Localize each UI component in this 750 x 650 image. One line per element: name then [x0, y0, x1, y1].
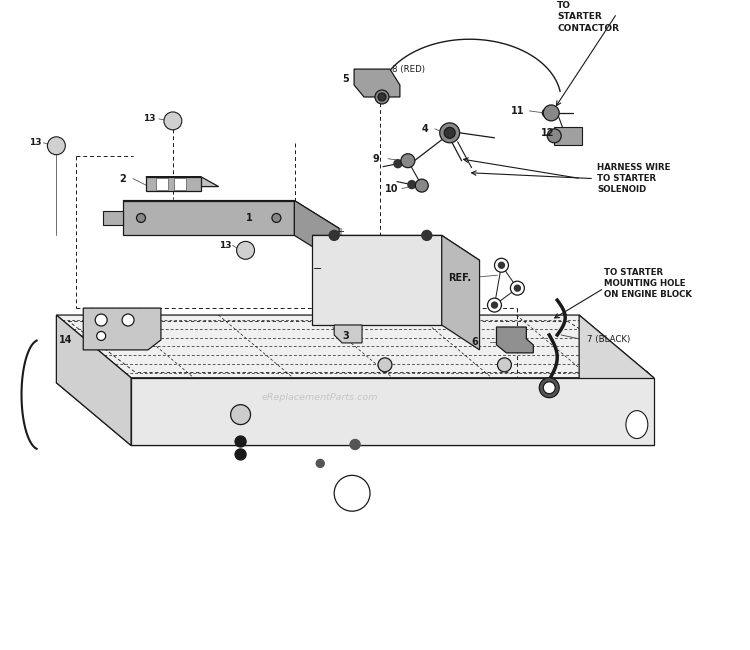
- Polygon shape: [146, 177, 201, 190]
- Circle shape: [497, 358, 512, 372]
- Polygon shape: [294, 201, 339, 263]
- Text: +: +: [336, 227, 344, 237]
- Text: 14: 14: [59, 335, 73, 345]
- Circle shape: [444, 127, 455, 138]
- Polygon shape: [312, 235, 479, 260]
- Text: eReplacementParts.com: eReplacementParts.com: [262, 393, 379, 402]
- Circle shape: [408, 181, 416, 188]
- Text: HARNESS WIRE
TO STARTER
SOLENOID: HARNESS WIRE TO STARTER SOLENOID: [597, 162, 670, 194]
- Circle shape: [97, 332, 106, 341]
- Circle shape: [236, 241, 254, 259]
- Polygon shape: [146, 177, 219, 187]
- Polygon shape: [56, 315, 131, 445]
- Ellipse shape: [626, 411, 648, 439]
- Circle shape: [235, 436, 246, 447]
- Circle shape: [488, 298, 502, 312]
- Circle shape: [416, 179, 428, 192]
- Circle shape: [95, 314, 107, 326]
- Text: 7 (BLACK): 7 (BLACK): [587, 335, 630, 345]
- Circle shape: [235, 449, 246, 460]
- Polygon shape: [554, 127, 582, 145]
- Polygon shape: [104, 211, 123, 225]
- Circle shape: [47, 136, 65, 155]
- Text: 1: 1: [245, 213, 252, 224]
- Circle shape: [514, 285, 520, 291]
- Polygon shape: [174, 177, 186, 190]
- Circle shape: [136, 213, 146, 222]
- Text: 13: 13: [219, 241, 231, 250]
- Circle shape: [122, 314, 134, 326]
- Circle shape: [494, 258, 508, 272]
- Polygon shape: [156, 177, 168, 190]
- Text: TO STARTER
MOUNTING HOLE
ON ENGINE BLOCK: TO STARTER MOUNTING HOLE ON ENGINE BLOCK: [604, 268, 692, 300]
- Text: 2: 2: [119, 174, 126, 184]
- Text: TO
STARTER
CONTACTOR: TO STARTER CONTACTOR: [557, 1, 620, 32]
- Polygon shape: [354, 69, 400, 97]
- Circle shape: [422, 230, 432, 240]
- Text: 10: 10: [385, 183, 398, 194]
- Circle shape: [440, 123, 460, 143]
- Text: 3: 3: [342, 331, 349, 341]
- Polygon shape: [56, 315, 654, 378]
- Text: −: −: [313, 265, 322, 274]
- Circle shape: [378, 93, 386, 101]
- Circle shape: [511, 281, 524, 295]
- Polygon shape: [496, 327, 533, 353]
- Circle shape: [539, 378, 560, 398]
- Text: 5: 5: [342, 74, 349, 84]
- Circle shape: [542, 109, 550, 117]
- Circle shape: [164, 112, 182, 130]
- Text: REF.: REF.: [448, 273, 471, 283]
- Circle shape: [334, 475, 370, 511]
- Circle shape: [378, 358, 392, 372]
- Circle shape: [316, 460, 324, 467]
- Polygon shape: [131, 378, 654, 445]
- Circle shape: [375, 90, 389, 104]
- Circle shape: [394, 160, 402, 168]
- Text: 12: 12: [542, 128, 555, 138]
- Text: 4: 4: [422, 124, 428, 134]
- Polygon shape: [123, 201, 339, 228]
- Polygon shape: [312, 235, 442, 325]
- Circle shape: [499, 262, 505, 268]
- Text: 13: 13: [143, 114, 155, 124]
- Text: 8 (RED): 8 (RED): [392, 64, 425, 73]
- Text: 9: 9: [372, 153, 379, 164]
- Circle shape: [350, 439, 360, 449]
- Text: 13: 13: [29, 138, 42, 148]
- Polygon shape: [123, 201, 294, 235]
- Circle shape: [548, 129, 561, 143]
- Polygon shape: [334, 325, 362, 343]
- Polygon shape: [442, 235, 479, 350]
- Circle shape: [272, 213, 281, 222]
- Polygon shape: [579, 315, 654, 445]
- Polygon shape: [83, 308, 161, 350]
- Circle shape: [329, 230, 339, 240]
- Circle shape: [543, 382, 555, 394]
- Text: 6: 6: [472, 337, 478, 347]
- Circle shape: [543, 105, 560, 121]
- Circle shape: [491, 302, 497, 308]
- Circle shape: [230, 405, 251, 424]
- Circle shape: [401, 154, 415, 168]
- Text: 11: 11: [512, 106, 525, 116]
